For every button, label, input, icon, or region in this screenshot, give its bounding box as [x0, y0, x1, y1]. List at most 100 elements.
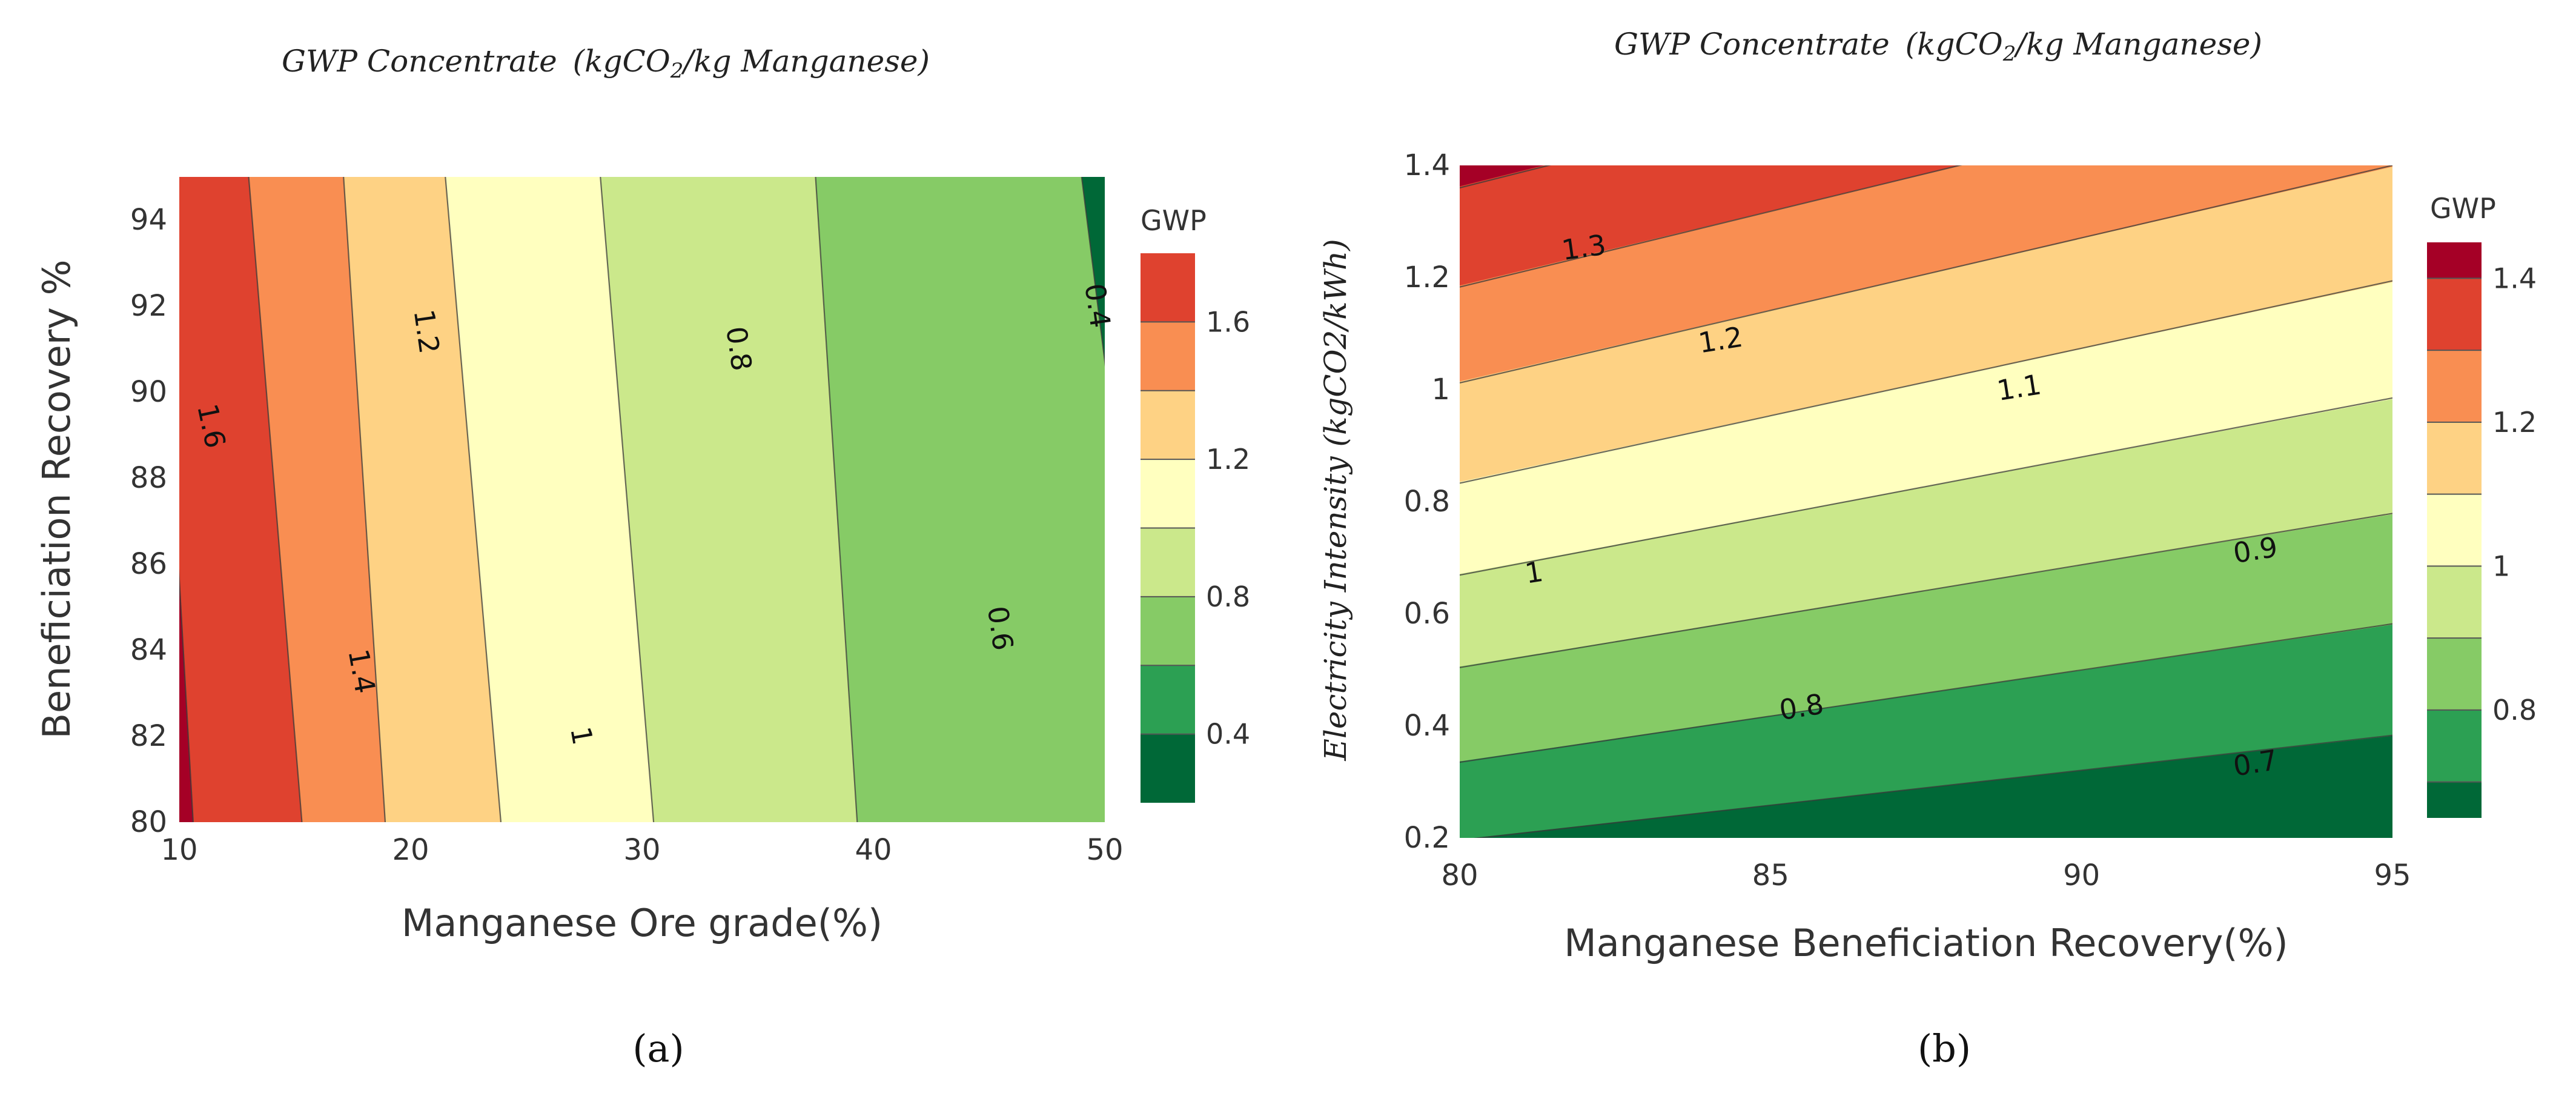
chart-a-contour-label: 0.6 [981, 604, 1020, 653]
chart-b-colorbar-segment [2427, 494, 2482, 566]
chart-a-colorbar-segment [1141, 459, 1195, 528]
chart-a-contour-line [248, 177, 303, 822]
chart-a-contour-label: 0.4 [1078, 282, 1117, 330]
chart-a-filled-contours [179, 177, 1105, 822]
chart-b-colorbar-tick: 1 [2492, 550, 2510, 582]
chart-a-x-tick: 30 [623, 833, 660, 867]
chart-a-colorbar-tick: 1.6 [1206, 305, 1250, 338]
chart-b-y-tick: 0.6 [1404, 597, 1450, 631]
chart-b-y-tick: 0.4 [1404, 709, 1450, 743]
chart-a-y-tick: 88 [130, 461, 167, 495]
chart-a-y-tick: 80 [130, 805, 167, 839]
chart-a-colorbar-segment [1141, 734, 1195, 803]
chart-b-contour-label: 1.3 [1560, 228, 1608, 267]
chart-b-colorbar-tick: 0.8 [2492, 694, 2537, 726]
chart-b-contour-line [1460, 165, 2392, 384]
chart-a-colorbar-segment [1141, 665, 1195, 734]
chart-a-y-tick: 94 [130, 203, 167, 237]
chart-b-contour-line [1460, 513, 2392, 668]
chart-a-y-tick: 84 [130, 633, 167, 667]
chart-a-contour-lines [179, 177, 1105, 822]
chart-b-x-ticks: 80 85 90 95 [1441, 859, 2411, 892]
chart-b-contour-labels: 1.31.21.110.90.80.7 [1523, 228, 2280, 782]
chart-b-contour-label: 0.9 [2231, 530, 2280, 570]
chart-a-x-tick: 50 [1086, 833, 1123, 867]
chart-a-contour-label: 0.8 [720, 325, 758, 373]
chart-a-colorbar-segment [1141, 322, 1195, 391]
chart-b-colorbar-segment [2427, 242, 2482, 279]
chart-a-x-tick: 40 [855, 833, 892, 867]
chart-a-contour-label: 1.2 [408, 307, 446, 356]
chart-a-band [179, 177, 302, 822]
chart-a-colorbar-segment [1141, 528, 1195, 597]
chart-a-colorbar-segment [1141, 596, 1195, 666]
chart-b-title: GWP Concentrate (kgCO2/kg Manganese) [1614, 27, 2262, 66]
chart-b-colorbar-segment [2427, 782, 2482, 818]
chart-a-y-tick: 86 [130, 547, 167, 581]
chart-a-colorbar-segment [1141, 253, 1195, 322]
chart-a-contour-line [1081, 177, 1105, 367]
chart-b-x-axis-label: Manganese Beneficiation Recovery(%) [1564, 921, 2288, 965]
chart-b-colorbar-title: GWP [2430, 192, 2496, 225]
chart-b-contour-line [1474, 734, 2392, 838]
chart-b-contour-line [1460, 280, 2392, 484]
chart-a-colorbar-title: GWP [1141, 204, 1207, 237]
chart-b-colorbar-segment [2427, 638, 2482, 710]
chart-b-contour-lines [1460, 165, 2392, 838]
chart-b-y-tick: 1 [1431, 373, 1450, 407]
chart-b-filled-contours [1460, 165, 2392, 838]
chart-a-contour-line [179, 568, 194, 822]
chart-a-colorbar: 0.4 0.8 1.2 1.6 [1141, 253, 1250, 803]
chart-b-colorbar-tick: 1.4 [2492, 262, 2537, 294]
chart-a-colorbar-segment [1141, 390, 1195, 460]
chart-a-contour-line [343, 177, 386, 822]
chart-a: GWP Concentrate (kgCO2/kg Manganese) 1.6… [35, 44, 1250, 1071]
chart-b-contour-line [1460, 623, 2392, 763]
chart-a-contour-labels: 1.61.41.210.80.60.4 [191, 282, 1117, 748]
chart-a-colorbar-tick: 0.4 [1206, 718, 1250, 751]
chart-a-contour-line [445, 177, 502, 822]
chart-b-colorbar-tick: 1.2 [2492, 406, 2537, 439]
chart-b-colorbar-segment [2427, 709, 2482, 782]
chart-b-colorbar-segment [2427, 422, 2482, 494]
chart-a-contour-line [815, 177, 858, 822]
chart-b-x-tick: 85 [1752, 859, 1789, 892]
chart-a-x-tick: 10 [161, 833, 197, 867]
chart-a-colorbar-tick: 1.2 [1206, 443, 1250, 476]
chart-b-y-tick: 1.2 [1404, 261, 1450, 294]
chart-b-colorbar: 0.8 1 1.2 1.4 [2427, 242, 2537, 818]
chart-b-band [1460, 165, 1544, 187]
chart-b-x-tick: 80 [1441, 859, 1478, 892]
chart-a-y-axis-label: Beneficiation Recovery % [35, 259, 79, 739]
panel-label-a: (a) [632, 1026, 684, 1071]
chart-b-x-tick: 95 [2374, 859, 2411, 892]
chart-b-x-tick: 90 [2063, 859, 2100, 892]
chart-b-colorbar-segment [2427, 566, 2482, 639]
chart-b: GWP Concentrate (kgCO2/kg Manganese) 1.3… [1318, 27, 2537, 1071]
chart-b-contour-label: 1.2 [1696, 320, 1745, 360]
chart-a-y-tick: 82 [130, 719, 167, 753]
chart-b-contour-label: 1.1 [1995, 368, 2044, 407]
chart-b-colorbar-segment [2427, 278, 2482, 351]
chart-a-colorbar-tick: 0.8 [1206, 580, 1250, 613]
chart-b-y-axis-label: Electricity Intensity (kgCO2/kWh) [1318, 239, 1353, 761]
chart-a-x-tick: 20 [392, 833, 429, 867]
panel-label-b: (b) [1918, 1026, 1971, 1071]
chart-a-contour-line [600, 177, 655, 822]
chart-a-x-ticks: 10 20 30 40 50 [161, 833, 1123, 867]
chart-b-y-ticks: 0.2 0.4 0.6 0.8 1 1.2 1.4 [1404, 148, 1450, 855]
chart-b-y-tick: 0.2 [1404, 821, 1450, 855]
chart-b-contour-line [1460, 397, 2392, 576]
chart-b-y-tick: 1.4 [1404, 148, 1450, 182]
chart-a-y-ticks: 80 82 84 86 88 90 92 94 [130, 203, 167, 839]
chart-b-y-tick: 0.8 [1404, 485, 1450, 519]
chart-a-contour-label: 1.4 [342, 646, 382, 696]
chart-b-contour-label: 0.8 [1777, 687, 1826, 726]
chart-b-contour-line [1460, 165, 1962, 288]
chart-b-colorbar-segment [2427, 350, 2482, 422]
chart-a-x-axis-label: Manganese Ore grade(%) [402, 901, 882, 945]
chart-a-title: GWP Concentrate (kgCO2/kg Manganese) [282, 44, 930, 83]
chart-a-y-tick: 92 [130, 289, 167, 323]
chart-b-contour-label: 0.7 [2231, 743, 2280, 783]
